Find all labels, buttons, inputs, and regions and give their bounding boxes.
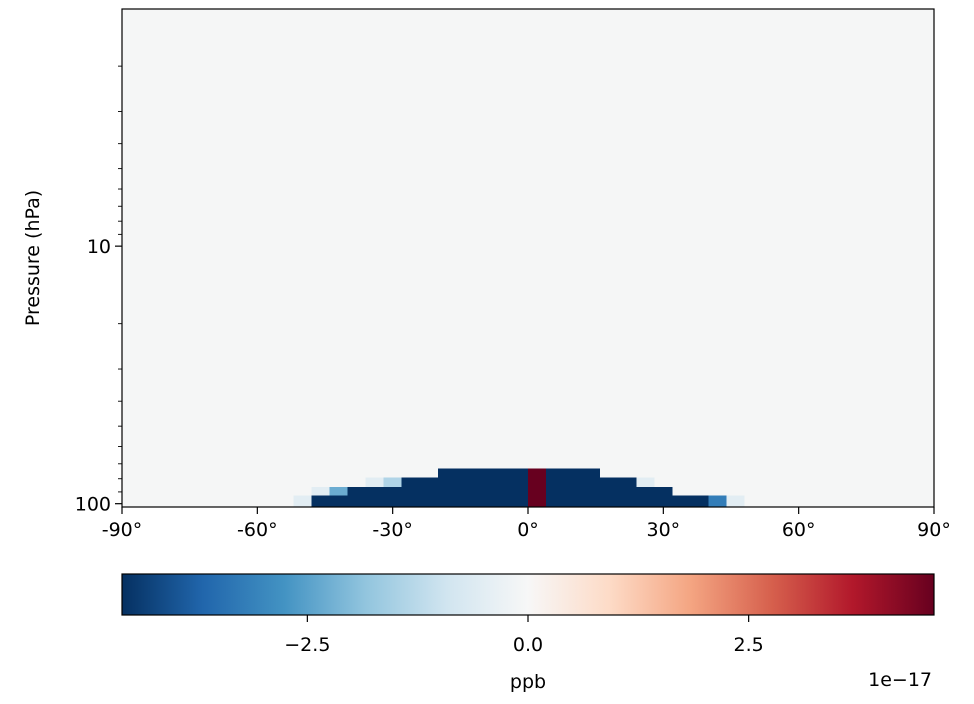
y-axis-label: Pressure (hPa): [22, 190, 44, 326]
colorbar-ticks: −2.5 0.0 2.5: [284, 615, 764, 656]
y-tick-label: 10: [87, 236, 111, 258]
heatmap-cell: [437, 468, 601, 478]
heatmap-cell: [311, 486, 330, 496]
colorbar-tick-label: 2.5: [734, 634, 764, 656]
heatmap-cell: [383, 477, 402, 487]
colorbar-offset-label: 1e−17: [868, 669, 932, 691]
colorbar-tick-label: −2.5: [284, 634, 330, 656]
heatmap-cell: [347, 486, 673, 496]
heatmap-cell: [708, 495, 727, 507]
colorbar-label: ppb: [510, 671, 546, 693]
heatmap-cell: [726, 495, 745, 507]
heatmap-cell: [365, 477, 384, 487]
heatmap-cell: [528, 468, 547, 507]
heatmap-cell: [329, 486, 348, 496]
x-tick-label: 0°: [517, 519, 539, 541]
y-axis: 1 10 100: [75, 0, 122, 516]
y-tick-label: 100: [75, 494, 111, 516]
x-tick-label: -90°: [102, 519, 143, 541]
x-tick-label: 60°: [782, 519, 816, 541]
heatmap-cell: [401, 477, 637, 487]
colorbar: [121, 573, 935, 616]
heatmap-cell: [293, 495, 312, 507]
y-tick-label: 1: [99, 0, 111, 1]
heatmap-cell: [636, 477, 655, 487]
plot-background: [122, 9, 934, 507]
heatmap-cell: [311, 495, 709, 507]
x-axis: -90° -60° -30° 0° 30° 60° 90°: [102, 507, 951, 541]
x-tick-label: 30°: [646, 519, 680, 541]
heatmap-cells: [293, 468, 745, 507]
x-tick-label: -60°: [237, 519, 278, 541]
colorbar-tick-label: 0.0: [513, 634, 543, 656]
x-tick-label: 90°: [917, 519, 951, 541]
x-tick-label: -30°: [372, 519, 413, 541]
